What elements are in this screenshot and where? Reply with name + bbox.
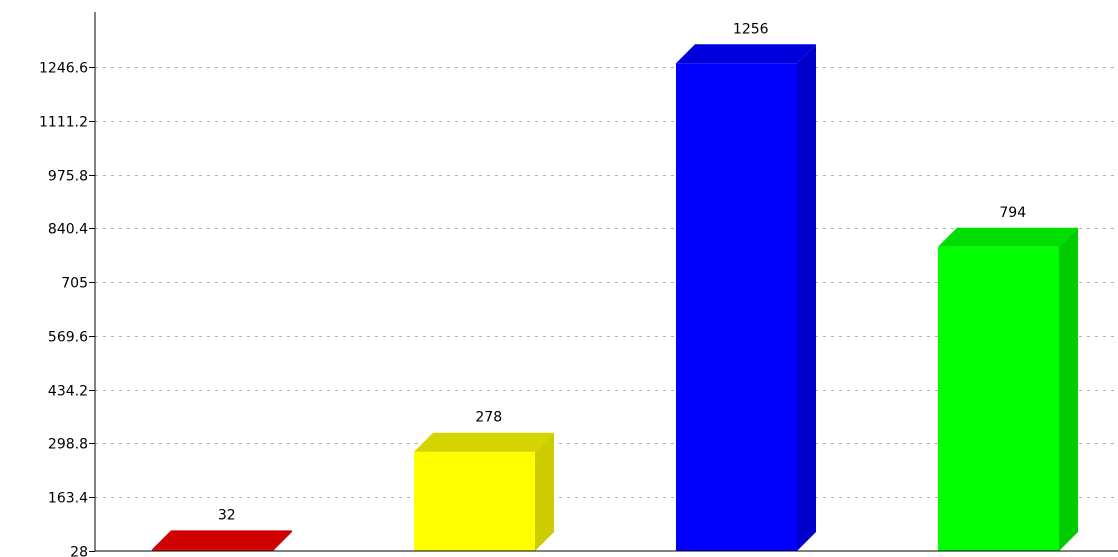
bar bbox=[152, 530, 292, 551]
y-tick-label: 569.6 bbox=[48, 330, 88, 346]
bar bbox=[676, 44, 816, 551]
bar-side bbox=[1059, 227, 1078, 552]
bars bbox=[152, 44, 1078, 552]
data-label: 32 bbox=[218, 507, 236, 523]
bar-front bbox=[676, 63, 797, 551]
y-tick-label: 840.4 bbox=[48, 222, 88, 238]
bar-top bbox=[676, 44, 816, 64]
bar-top bbox=[938, 227, 1078, 247]
bar-top bbox=[152, 530, 292, 550]
bar-front bbox=[938, 246, 1059, 552]
y-tick-label: 434.2 bbox=[48, 384, 88, 400]
bar-front bbox=[152, 549, 273, 551]
data-label: 794 bbox=[999, 205, 1026, 221]
y-tick-label: 28 bbox=[70, 545, 88, 557]
data-label: 1256 bbox=[733, 21, 769, 37]
bar bbox=[938, 227, 1078, 552]
grid-lines bbox=[95, 67, 1118, 498]
data-label: 278 bbox=[475, 410, 502, 426]
bar-side bbox=[535, 432, 554, 551]
y-tick-label: 163.4 bbox=[48, 491, 88, 507]
data-labels: 32 278 1256 794 bbox=[218, 21, 1026, 523]
bar-side bbox=[273, 530, 292, 551]
bar-front bbox=[414, 451, 535, 551]
y-tick-label: 975.8 bbox=[48, 169, 88, 185]
bar-side bbox=[797, 44, 816, 551]
y-tick-label: 705 bbox=[61, 276, 88, 292]
bar bbox=[414, 432, 554, 551]
bar-top bbox=[414, 432, 554, 452]
y-tick-label: 1111.2 bbox=[39, 115, 88, 131]
y-tick-label: 1246.6 bbox=[39, 61, 88, 77]
y-axis-ticks: 28 163.4 298.8 434.2 569.6 705 840.4 975.8 1111.… bbox=[39, 61, 95, 557]
y-tick-label: 298.8 bbox=[48, 437, 88, 453]
